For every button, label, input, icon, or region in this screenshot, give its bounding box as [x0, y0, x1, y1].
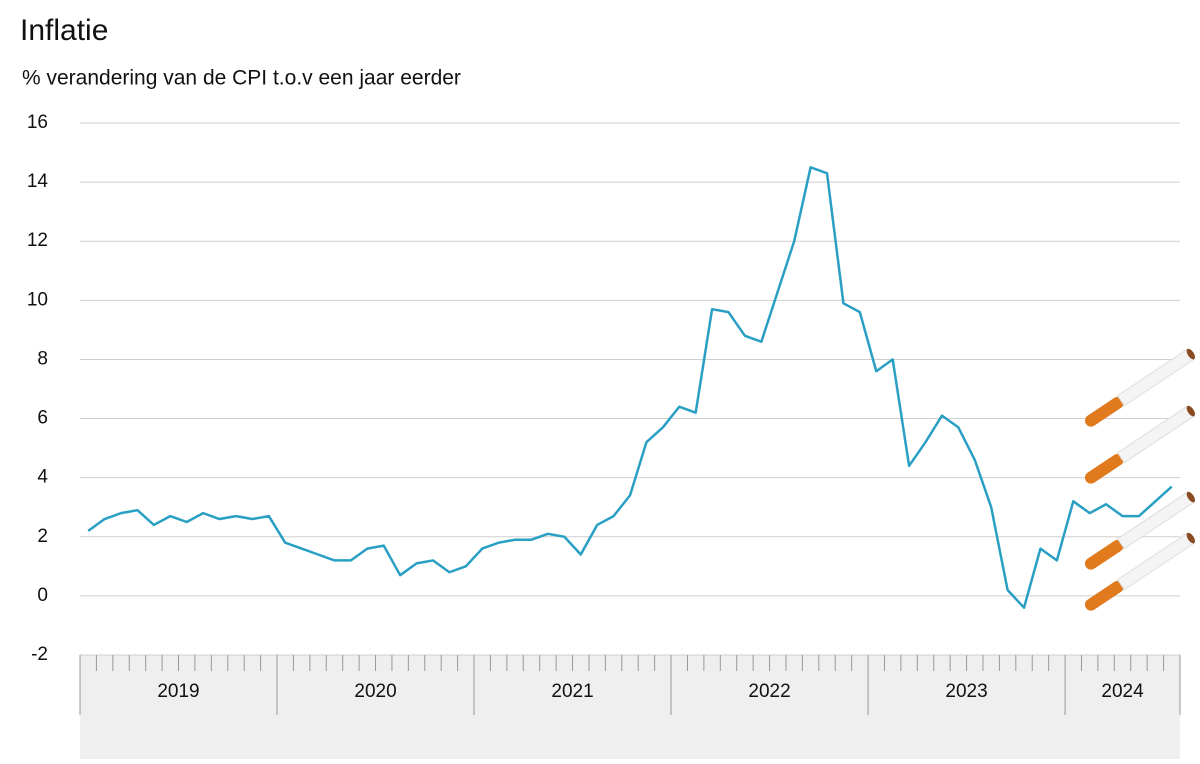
- y-tick-label: 4: [37, 467, 48, 488]
- y-tick-label: 16: [27, 112, 48, 133]
- cigarette: [1084, 405, 1195, 484]
- y-tick-label: 6: [37, 408, 48, 429]
- y-tick-label: 12: [27, 230, 48, 251]
- y-tick-label: -2: [31, 644, 48, 665]
- cigarettes: [1084, 348, 1195, 611]
- x-tick-label: 2021: [551, 681, 593, 702]
- x-axis-band: [80, 655, 1180, 759]
- cigarette: [1084, 532, 1195, 611]
- y-tick-label: 10: [27, 289, 48, 310]
- x-tick-label: 2020: [354, 681, 396, 702]
- x-tick-label: 2019: [157, 681, 199, 702]
- y-tick-label: 0: [37, 585, 48, 606]
- y-tick-label: 8: [37, 348, 48, 369]
- chart-title: Inflatie: [20, 14, 108, 47]
- x-tick-label: 2024: [1101, 681, 1144, 702]
- y-tick-label: 14: [27, 171, 49, 192]
- chart-subtitle: % verandering van de CPI t.o.v een jaar …: [22, 67, 461, 90]
- line-series: [87, 166, 1173, 609]
- cigarette: [1084, 491, 1195, 570]
- x-tick-label: 2022: [748, 681, 790, 702]
- cigarette: [1084, 348, 1195, 427]
- x-tick-label: 2023: [945, 681, 987, 702]
- y-tick-label: 2: [37, 526, 48, 547]
